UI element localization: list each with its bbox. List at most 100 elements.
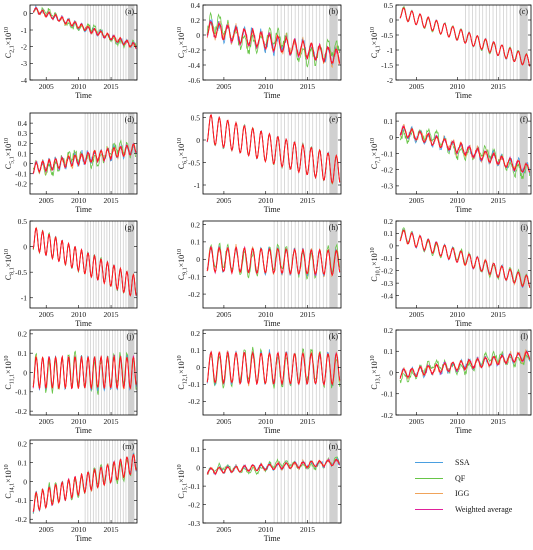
y-tick-label: 0: [196, 136, 200, 145]
shaded-band: [329, 440, 338, 523]
y-tick-label: -0.4: [381, 291, 393, 300]
shaded-band: [127, 221, 135, 308]
x-tick-label: 2010: [71, 417, 86, 426]
y-tick-label: 0.1: [384, 229, 394, 238]
x-tick-label: 2015: [491, 196, 506, 205]
panel-label: (a): [125, 7, 134, 16]
x-axis-label: Time: [455, 426, 472, 435]
shaded-band: [329, 113, 338, 194]
y-tick-label: -1: [194, 181, 200, 190]
series-lines: [206, 242, 341, 280]
x-tick-label: 2010: [258, 196, 273, 205]
x-axis-label: Time: [264, 426, 281, 435]
shaded-band: [519, 113, 528, 194]
y-tick-label: 0.1: [384, 117, 394, 126]
y-tick-label: -2: [387, 76, 393, 85]
y-tick-label: -1.5: [381, 61, 393, 70]
panel-label: (h): [329, 223, 339, 232]
panel-label: (c): [519, 7, 528, 16]
legend-swatch-igg: [415, 493, 443, 495]
x-tick-label: 2010: [258, 310, 273, 319]
y-tick-label: -0.3: [381, 279, 393, 288]
series-line-red: [32, 7, 137, 49]
period-lines: [273, 440, 338, 523]
x-tick-label: 2015: [300, 82, 315, 91]
x-tick-label: 2005: [409, 310, 424, 319]
period-lines: [273, 113, 338, 194]
panel-a: 0 -1 -2 -3 -4 2005 2010 2015 Time C2,1×1010 (a): [4, 4, 138, 100]
axes-frame: [202, 439, 342, 524]
y-tick-label: 0.3: [18, 129, 28, 138]
y-tick-label: 0.4: [191, 1, 201, 10]
panel-label: (e): [329, 115, 338, 124]
panel-d: 0.40.30.20.10 -0.1-0.2 2005 2010 2015 Time C5,…: [4, 112, 138, 214]
x-axis-label: Time: [264, 319, 281, 328]
x-tick-label: 2015: [104, 525, 119, 534]
x-tick-label: 2015: [104, 196, 119, 205]
series-line-red: [206, 21, 341, 65]
series-line-red: [32, 143, 137, 174]
x-tick-label: 2010: [258, 82, 273, 91]
series-lines: [399, 348, 531, 384]
shaded-band: [127, 330, 135, 415]
x-tick-label: 2005: [409, 417, 424, 426]
shaded-band: [329, 330, 338, 415]
series-line-red: [399, 229, 531, 288]
shaded-band: [127, 5, 135, 80]
series-lines: [399, 5, 531, 67]
y-tick-label: 0.2: [191, 220, 201, 229]
x-tick-label: 2005: [39, 525, 54, 534]
shaded-band: [329, 5, 338, 80]
x-tick-label: 2005: [39, 417, 54, 426]
y-tick-label: 0: [196, 31, 200, 40]
y-tick-label: -0.1: [381, 390, 393, 399]
series-lines: [206, 11, 341, 69]
y-tick-label: -0.2: [15, 407, 27, 416]
y-axis-label: C14,1×1010: [4, 464, 16, 498]
y-tick-label: 0: [23, 368, 27, 377]
panel-label: (b): [329, 7, 339, 16]
y-tick-label: 0.1: [384, 347, 394, 356]
y-tick-label: -0.2: [381, 166, 393, 175]
y-tick-label: -0.5: [188, 158, 200, 167]
x-tick-label: 2005: [216, 196, 231, 205]
x-axis-label: Time: [264, 91, 281, 100]
axes-frame: [29, 220, 138, 309]
y-tick-label: -1: [387, 46, 393, 55]
x-tick-label: 2015: [491, 310, 506, 319]
y-tick-label: 0: [389, 16, 393, 25]
panel-j: 0.2 0.1 0 -0.1 -0.2 2005 2010 2015 Time C11,1×101…: [4, 329, 138, 435]
x-tick-label: 2015: [300, 525, 315, 534]
series-line-red: [206, 114, 341, 185]
y-tick-label: -0.2: [15, 515, 27, 524]
legend-label-igg: IGG: [455, 489, 470, 499]
y-tick-label: -0.1: [188, 272, 200, 281]
x-axis-label: Time: [75, 426, 92, 435]
x-tick-label: 2005: [216, 310, 231, 319]
y-tick-label: -0.2: [188, 397, 200, 406]
y-tick-label: 0: [389, 242, 393, 251]
y-tick-label: -0.3: [381, 182, 393, 191]
x-tick-label: 2015: [300, 196, 315, 205]
y-tick-label: -0.1: [15, 496, 27, 505]
x-tick-label: 2010: [258, 525, 273, 534]
x-tick-label: 2010: [71, 310, 86, 319]
y-tick-label: -0.1: [15, 170, 27, 179]
y-tick-label: 0: [23, 477, 27, 486]
x-tick-label: 2005: [39, 310, 54, 319]
panel-k: 0.2 0.1 0 -0.1 -0.2 2005 2010 2015 Time C12,1×101…: [177, 329, 342, 435]
y-tick-label: 0.5: [18, 217, 28, 226]
x-tick-label: 2005: [39, 196, 54, 205]
y-tick-label: -0.6: [188, 76, 200, 85]
y-tick-label: 0: [23, 159, 27, 168]
y-tick-label: -0.5: [15, 268, 27, 277]
series-lines: [32, 452, 137, 514]
period-lines: [84, 330, 135, 415]
series-line-red: [32, 354, 137, 390]
x-axis-label: Time: [75, 534, 92, 543]
panel-label: (f): [520, 115, 528, 124]
x-tick-label: 2010: [450, 310, 465, 319]
panel-label: (n): [329, 442, 339, 451]
axes-frame: [29, 4, 138, 81]
